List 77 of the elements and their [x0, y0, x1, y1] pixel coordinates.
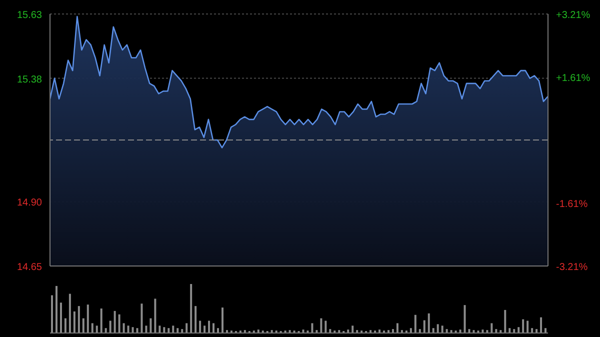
bar: [504, 310, 506, 333]
bar: [136, 328, 138, 333]
bar: [311, 323, 314, 333]
bar: [127, 326, 130, 333]
bar: [194, 306, 197, 333]
bar: [204, 326, 206, 333]
bar: [212, 323, 215, 333]
bar: [55, 286, 58, 333]
bar: [544, 328, 547, 333]
bar: [73, 311, 76, 333]
bar: [441, 326, 444, 333]
y-tick-label: 15.63: [16, 10, 42, 21]
bar: [145, 326, 148, 333]
bar: [536, 329, 538, 333]
bar: [208, 320, 210, 333]
bar: [428, 313, 430, 333]
bar: [526, 320, 529, 333]
bar: [68, 294, 71, 333]
bar: [518, 327, 520, 333]
bar: [78, 306, 80, 333]
y2-tick-label: -1.61%: [556, 199, 588, 210]
bar: [410, 328, 412, 333]
bar: [109, 320, 112, 333]
bar: [199, 320, 202, 333]
bar: [82, 318, 84, 333]
y-tick-label: 14.90: [16, 198, 42, 209]
bar: [60, 302, 62, 333]
bar: [122, 323, 125, 333]
bar: [446, 329, 448, 333]
bar: [172, 326, 174, 333]
y2-tick-label: -3.21%: [556, 262, 588, 273]
bar: [190, 284, 192, 333]
bar: [540, 317, 542, 333]
bar: [64, 318, 66, 333]
bar: [468, 329, 470, 333]
bar: [154, 298, 156, 333]
bar: [118, 314, 120, 333]
y-tick-label: 15.38: [16, 74, 42, 86]
bar: [163, 327, 166, 333]
bar: [140, 304, 143, 333]
bar: [114, 310, 116, 333]
bar: [176, 328, 179, 333]
bar: [531, 328, 534, 333]
bar: [396, 323, 398, 333]
bar: [168, 328, 170, 333]
bar: [51, 295, 53, 333]
bar: [490, 323, 493, 333]
bar: [100, 308, 102, 333]
bar: [104, 328, 107, 333]
bar: [320, 318, 322, 333]
bar: [464, 305, 466, 333]
bar: [423, 320, 426, 333]
bar: [329, 329, 332, 333]
bar: [181, 329, 184, 333]
bar: [132, 327, 134, 333]
bar: [324, 320, 327, 333]
y-tick-label: 14.65: [16, 262, 42, 273]
bar: [91, 323, 94, 333]
bar: [513, 329, 516, 333]
bar: [217, 328, 219, 333]
bar: [150, 318, 152, 333]
bar: [186, 323, 188, 333]
bar: [96, 326, 98, 333]
bar: [432, 328, 434, 333]
bar: [352, 326, 354, 333]
bar: [522, 319, 524, 333]
bar: [508, 328, 511, 333]
bar: [436, 324, 439, 333]
bar: [414, 314, 416, 333]
y2-tick-label: +3.21%: [556, 10, 590, 21]
bar: [392, 329, 394, 333]
y2-tick-label: +1.61%: [556, 72, 590, 84]
bar: [418, 329, 421, 333]
bar: [495, 329, 498, 333]
bar: [158, 326, 161, 333]
bar: [86, 304, 89, 333]
bar: [221, 308, 224, 333]
